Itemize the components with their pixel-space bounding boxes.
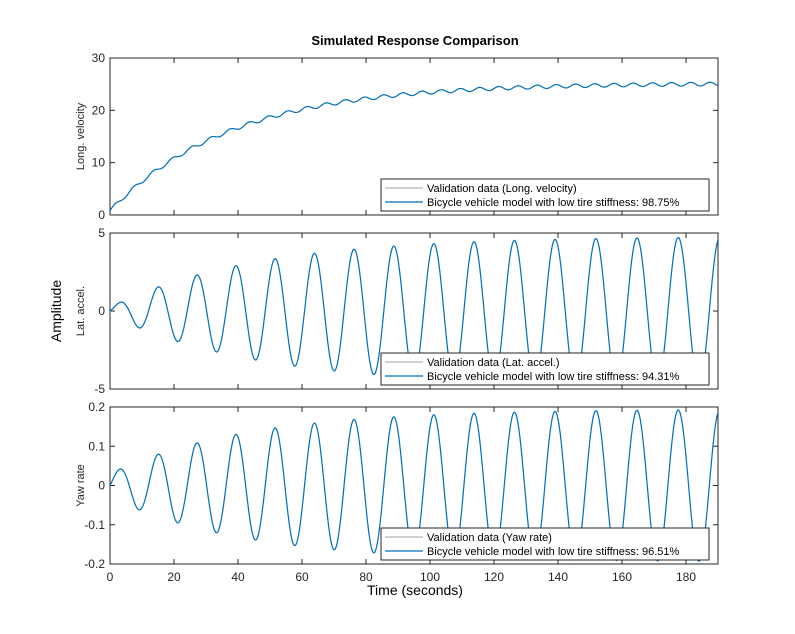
figure-xlabel: Time (seconds) <box>367 582 463 598</box>
x-tick-label: 0 <box>107 570 114 584</box>
legend-entry-label: Validation data (Lat. accel.) <box>427 357 559 369</box>
figure-ylabel: Amplitude <box>48 280 64 342</box>
y-axis-label: Long. velocity <box>75 102 87 170</box>
x-tick-label: 160 <box>612 570 632 584</box>
x-tick-label: 20 <box>167 570 181 584</box>
x-tick-label: 80 <box>359 570 373 584</box>
y-tick-label: -0.2 <box>84 557 105 571</box>
x-tick-label: 180 <box>676 570 696 584</box>
x-tick-label: 120 <box>484 570 504 584</box>
legend-entry-label: Bicycle vehicle model with low tire stif… <box>427 546 680 558</box>
x-tick-label: 40 <box>231 570 245 584</box>
legend: Validation data (Lat. accel.) Bicycle veh… <box>380 352 710 386</box>
legend: Validation data (Long. velocity) Bicycle … <box>380 178 710 212</box>
axes-lat-accel: -5 0 5 Lat. accel. Validation data (Lat. acc… <box>75 226 719 396</box>
legend-entry-label: Bicycle vehicle model with low tire stif… <box>427 197 680 209</box>
legend: Validation data (Yaw rate) Bicycle vehicl… <box>380 527 710 561</box>
y-tick-label: 0 <box>98 304 105 318</box>
legend-entry-label: Validation data (Yaw rate) <box>427 532 552 544</box>
y-tick-label: 0 <box>98 479 105 493</box>
y-tick-label: -0.1 <box>84 518 105 532</box>
y-tick-label: 5 <box>98 226 105 240</box>
y-tick-label: 10 <box>92 156 106 170</box>
y-tick-label: -5 <box>94 382 105 396</box>
y-axis-label: Yaw rate <box>75 464 87 507</box>
figure-title: Simulated Response Comparison <box>311 33 518 48</box>
y-axis-label: Lat. accel. <box>75 286 87 336</box>
axes-long-velocity: 0 10 20 30 Long. velocity Validation data (Lo… <box>75 51 719 222</box>
model-response-line <box>110 81 718 212</box>
legend-entry-label: Validation data (Long. velocity) <box>427 183 577 195</box>
axes-yaw-rate: 0 20 40 60 80 100 120 140 160 180 -0.2 -0.1 0 0.1 0.2 Y… <box>75 400 719 584</box>
x-tick-label: 60 <box>295 570 309 584</box>
x-tick-label: 140 <box>548 570 568 584</box>
y-tick-label: 0.2 <box>88 400 105 414</box>
y-tick-label: 30 <box>92 51 106 65</box>
y-tick-label: 0.1 <box>88 439 105 453</box>
y-tick-label: 20 <box>92 103 106 117</box>
legend-entry-label: Bicycle vehicle model with low tire stif… <box>427 371 680 383</box>
x-tick-label: 100 <box>420 570 440 584</box>
y-tick-label: 0 <box>98 208 105 222</box>
